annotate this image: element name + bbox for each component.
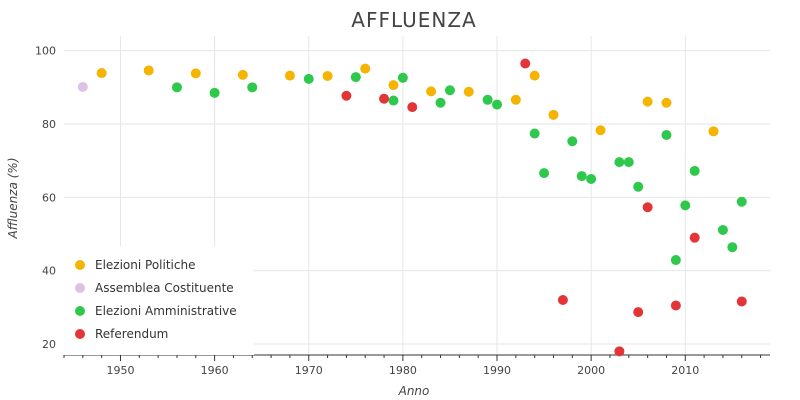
legend-label: Assemblea Costituente	[95, 281, 234, 295]
data-point	[614, 157, 625, 168]
data-point	[444, 85, 455, 96]
data-point	[586, 174, 597, 184]
data-point	[190, 68, 201, 79]
data-point	[482, 94, 493, 105]
y-axis-title: Affluenza (%)	[6, 157, 20, 239]
legend-label: Referendum	[95, 327, 168, 341]
data-point	[209, 87, 220, 98]
x-tick-label: 1960	[201, 364, 229, 377]
x-tick-label: 1980	[389, 364, 417, 377]
data-point	[548, 109, 559, 120]
data-point	[529, 128, 540, 139]
data-point	[670, 255, 681, 266]
data-point	[661, 130, 672, 140]
data-point	[284, 70, 295, 81]
x-axis-ticks: 1950 1960 1970 1980 1990 2000 2010	[63, 355, 762, 377]
x-tick-label: 2000	[577, 364, 605, 377]
grid-lines	[64, 36, 770, 355]
data-point	[341, 90, 352, 101]
data-point	[708, 126, 719, 137]
data-point	[96, 68, 107, 79]
data-point	[736, 196, 747, 207]
data-point	[388, 95, 399, 106]
chart-title: AFFLUENZA	[351, 8, 476, 32]
data-point	[567, 136, 578, 147]
data-point	[680, 200, 691, 211]
data-point	[143, 65, 154, 76]
data-point	[247, 82, 258, 93]
x-tick-label: 1950	[106, 364, 134, 377]
data-point	[633, 181, 644, 192]
data-point	[397, 72, 408, 83]
data-point	[350, 72, 361, 83]
data-point	[576, 171, 587, 182]
legend-marker	[75, 329, 85, 339]
y-axis-ticks: 20 40 60 80 100	[35, 45, 56, 351]
x-tick-label: 1970	[295, 364, 323, 377]
y-tick-label: 40	[42, 265, 56, 278]
data-point	[689, 165, 700, 176]
data-point	[360, 63, 371, 74]
y-tick-label: 60	[42, 191, 56, 204]
legend-marker	[75, 283, 85, 293]
data-point	[736, 296, 747, 307]
legend: Elezioni Politiche Assemblea Costituente E…	[64, 246, 254, 355]
data-point	[661, 97, 672, 108]
data-point	[237, 69, 248, 80]
data-point	[557, 295, 568, 305]
data-point	[727, 242, 738, 253]
data-point	[303, 73, 314, 84]
data-point	[595, 125, 606, 136]
legend-marker	[75, 260, 85, 270]
legend-background	[64, 246, 254, 355]
data-point	[633, 307, 644, 318]
x-axis-title: Anno	[398, 384, 430, 398]
data-point	[388, 80, 399, 91]
data-point	[435, 97, 446, 108]
y-tick-label: 20	[42, 338, 56, 351]
y-tick-label: 100	[35, 45, 56, 58]
data-point	[717, 224, 728, 235]
data-point	[614, 346, 625, 357]
data-point	[379, 93, 390, 104]
legend-label: Elezioni Amministrative	[95, 304, 237, 318]
x-tick-label: 2010	[671, 364, 699, 377]
data-point	[77, 81, 88, 92]
x-tick-label: 1990	[483, 364, 511, 377]
data-points	[77, 58, 747, 357]
data-point	[520, 58, 531, 69]
data-point	[642, 96, 653, 107]
data-point	[407, 102, 418, 113]
data-point	[529, 70, 540, 81]
data-point	[463, 86, 474, 97]
data-point	[322, 70, 333, 81]
data-point	[510, 94, 521, 105]
data-point	[426, 86, 437, 97]
data-point	[539, 168, 550, 179]
data-point	[623, 157, 634, 168]
legend-label: Elezioni Politiche	[95, 258, 195, 272]
data-point	[689, 232, 700, 243]
data-point	[492, 99, 503, 110]
data-point	[171, 82, 182, 93]
y-tick-label: 80	[42, 118, 56, 131]
legend-marker	[75, 306, 85, 316]
data-point	[670, 300, 681, 311]
data-point	[642, 202, 653, 213]
